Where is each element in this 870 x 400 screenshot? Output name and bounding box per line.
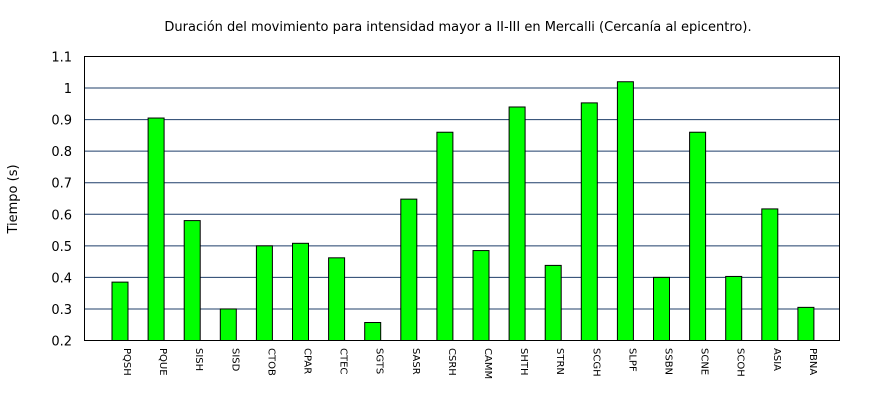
y-axis-label: Tiempo (s) [6, 164, 21, 234]
bar-csrh [436, 131, 454, 341]
bar-sasr [400, 198, 418, 341]
bar-sisd [219, 308, 237, 342]
y-axis-ticks: 0.2 0.3 0.4 0.5 0.6 0.7 0.8 0.9 1 1.1 [51, 51, 72, 350]
y-tick-label: 1 [64, 82, 72, 97]
bar-asia [761, 208, 779, 341]
x-tick-label-shth: SHTH [518, 348, 529, 376]
x-tick-label-pqsh: PQSH [121, 348, 132, 376]
bar-pbna [797, 306, 815, 342]
bar-ctec [328, 257, 346, 341]
bars [111, 81, 815, 342]
x-tick-label-scoh: SCOH [735, 348, 746, 377]
bar-scgh [580, 102, 598, 341]
y-tick-label: 0.4 [51, 271, 72, 286]
bar-scoh [725, 275, 743, 342]
x-axis-ticks: PQSH PQUE SISH SISD CTOB CPAR CTEC SGTS SASR CSRH… [121, 348, 818, 379]
y-tick-label: 0.7 [51, 177, 72, 192]
x-tick-label-scne: SCNE [699, 348, 710, 375]
x-tick-label-sgts: SGTS [374, 348, 385, 374]
plot-frame [84, 56, 840, 341]
x-tick-label-cpar: CPAR [302, 348, 313, 374]
x-tick-label-camm: CAMM [482, 348, 493, 379]
y-tick-label: 0.6 [51, 208, 72, 223]
x-tick-label-ctob: CTOB [265, 348, 276, 376]
bar-shth [508, 106, 526, 341]
y-tick-label: 0.2 [51, 335, 72, 350]
x-tick-label-scgh: SCGH [590, 348, 601, 377]
bar-scne [689, 131, 707, 341]
y-tick-label: 0.5 [51, 240, 72, 255]
x-tick-label-pque: PQUE [157, 348, 168, 376]
bar-ctob [255, 245, 273, 341]
y-tick-label: 1.1 [51, 51, 72, 66]
bar-camm [472, 250, 490, 341]
bar-ssbn [653, 276, 670, 341]
bar-pqsh [111, 281, 129, 341]
x-tick-label-sish: SISH [193, 348, 204, 371]
x-tick-label-sasr: SASR [410, 348, 421, 375]
y-tick-label: 0.8 [51, 145, 72, 160]
bar-sgts [364, 322, 382, 342]
x-tick-label-strn: STRN [554, 348, 565, 375]
x-tick-label-pbna: PBNA [807, 348, 818, 375]
x-tick-label-ssbn: SSBN [663, 348, 674, 375]
bar-slpf [616, 81, 634, 341]
x-tick-label-asia: ASIA [771, 348, 782, 371]
bar-pque [147, 117, 165, 341]
chart-title: Duración del movimiento para intensidad … [164, 20, 751, 35]
bar-strn [544, 264, 562, 341]
bar-cpar [292, 242, 309, 341]
y-tick-label: 0.9 [51, 114, 72, 129]
x-tick-label-sisd: SISD [229, 348, 240, 372]
y-tick-label: 0.3 [51, 303, 72, 318]
x-tick-label-slpf: SLPF [626, 348, 637, 372]
bar-sish [183, 220, 201, 341]
grid-lines [84, 87, 840, 310]
x-tick-label-ctec: CTEC [338, 348, 349, 374]
x-tick-label-csrh: CSRH [446, 348, 457, 376]
